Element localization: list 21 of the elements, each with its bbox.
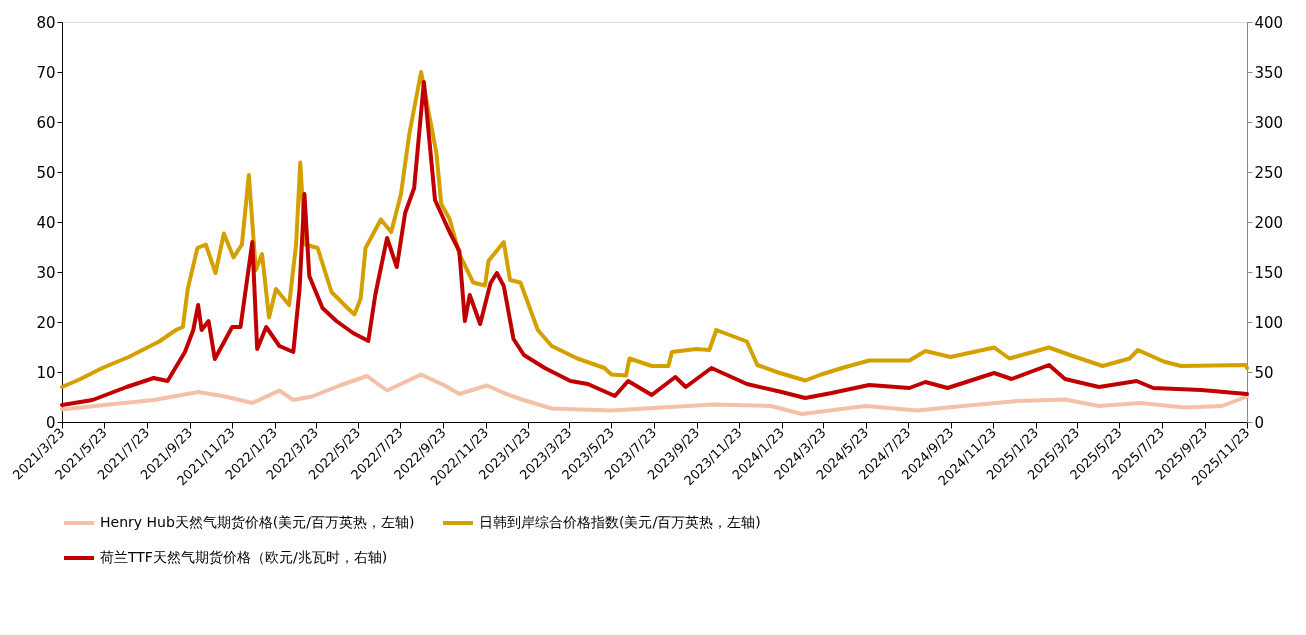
y-tick-label: 40 [36,213,56,232]
y2-tick-label: 50 [1254,363,1274,382]
y-tick-label: 60 [36,113,56,132]
y-tick-label: 80 [36,13,56,32]
y2-tick-label: 400 [1254,13,1284,32]
legend-label: 荷兰TTF天然气期货价格（欧元/兆瓦时，右轴) [100,549,388,565]
y-tick-label: 30 [36,263,56,282]
y2-tick-label: 200 [1254,213,1284,232]
legend-label: 日韩到岸综合价格指数(美元/百万英热，左轴) [479,514,761,530]
y-tick-label: 20 [36,313,56,332]
line-series [60,372,1249,416]
legend-label: Henry Hub天然气期货价格(美元/百万英热，左轴) [100,514,415,530]
y2-tick-label: 350 [1254,63,1284,82]
y2-tick-label: 300 [1254,113,1284,132]
y-tick-label: 70 [36,63,56,82]
y-tick-label: 10 [36,363,56,382]
y2-tick-label: 150 [1254,263,1284,282]
y-tick-label: 50 [36,163,56,182]
y2-tick-label: 250 [1254,163,1284,182]
y2-tick-label: 100 [1254,313,1284,332]
y2-tick-label: 0 [1254,413,1265,432]
